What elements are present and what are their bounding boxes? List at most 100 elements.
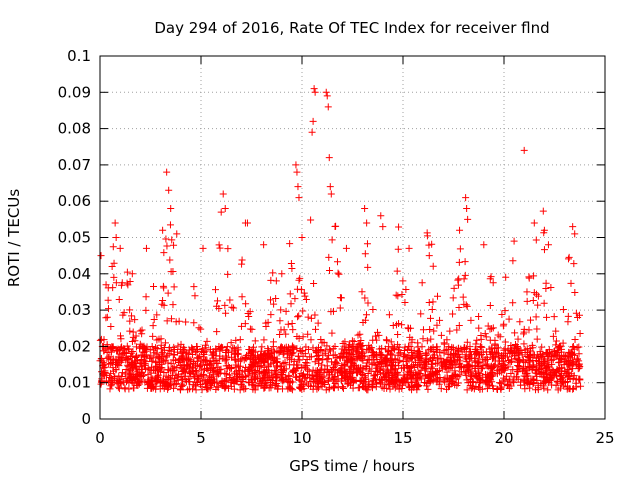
cloud-point (557, 380, 565, 388)
cloud-point (395, 223, 403, 231)
cloud-point (106, 385, 114, 393)
cloud-point (474, 369, 482, 377)
cloud-point (122, 365, 130, 373)
cloud-point (300, 370, 308, 378)
cloud-point (260, 336, 268, 344)
cloud-point (208, 364, 216, 372)
data-point (108, 263, 116, 271)
cloud-point (418, 357, 426, 365)
cloud-point (429, 298, 437, 306)
cloud-point (455, 322, 463, 330)
cloud-point (177, 349, 185, 357)
cloud-point (501, 338, 509, 346)
cloud-point (334, 269, 342, 277)
cloud-point (355, 353, 363, 361)
cloud-point (169, 301, 177, 309)
data-point (97, 252, 105, 260)
cloud-point (473, 350, 481, 358)
cloud-point (499, 377, 507, 385)
cloud-point (222, 309, 230, 317)
data-point (111, 219, 119, 227)
cloud-point (372, 367, 380, 375)
cloud-point (167, 360, 175, 368)
cloud-point (403, 345, 411, 353)
cloud-point (164, 359, 172, 367)
cloud-point (521, 359, 529, 367)
cloud-point (343, 380, 351, 388)
cloud-point (274, 362, 282, 370)
cloud-point (355, 384, 363, 392)
cloud-point (463, 361, 471, 369)
cloud-point (238, 368, 246, 376)
cloud-point (444, 383, 452, 391)
cloud-point (538, 343, 546, 351)
cloud-point (543, 349, 551, 357)
cloud-point (534, 292, 542, 300)
cloud-point (245, 346, 253, 354)
cloud-point (236, 362, 244, 370)
cloud-point (213, 302, 221, 310)
cloud-point (286, 347, 294, 355)
cloud-point (121, 349, 129, 357)
cloud-point (256, 352, 264, 360)
cloud-point (529, 351, 537, 359)
cloud-point (445, 343, 453, 351)
cloud-point (166, 256, 174, 264)
cloud-point (407, 375, 415, 383)
cloud-point (331, 372, 339, 380)
cloud-point (314, 319, 322, 327)
cloud-point (362, 384, 370, 392)
cloud-point (383, 337, 391, 345)
cloud-point (359, 364, 367, 372)
cloud-point (221, 357, 229, 365)
cloud-point (173, 364, 181, 372)
cloud-point (193, 354, 201, 362)
cloud-point (447, 374, 455, 382)
cloud-point (569, 343, 577, 351)
cloud-point (300, 289, 308, 297)
cloud-point (280, 376, 288, 384)
cloud-point (473, 358, 481, 366)
cloud-point (428, 306, 436, 314)
cloud-point (186, 360, 194, 368)
cloud-point (160, 249, 168, 257)
cloud-point (190, 283, 198, 291)
cloud-point (150, 282, 158, 290)
cloud-point (237, 322, 245, 330)
axis-ticks (99, 55, 606, 420)
cloud-point (166, 379, 174, 387)
cloud-point (350, 342, 358, 350)
data-point (322, 88, 330, 96)
cloud-point (553, 346, 561, 354)
cloud-point (413, 376, 421, 384)
cloud-point (173, 373, 181, 381)
cloud-point (575, 357, 583, 365)
cloud-point (515, 362, 523, 370)
cloud-point (262, 319, 270, 327)
cloud-point (376, 366, 384, 374)
cloud-point (533, 335, 541, 343)
cloud-point (548, 381, 556, 389)
data-point (116, 244, 124, 252)
cloud-point (162, 375, 170, 383)
cloud-point (108, 343, 116, 351)
data-point (480, 241, 488, 249)
cloud-point (565, 385, 573, 393)
cloud-point (137, 351, 145, 359)
cloud-point (427, 335, 435, 343)
cloud-point (523, 288, 531, 296)
cloud-point (438, 359, 446, 367)
x-tick-label: 0 (95, 429, 105, 447)
cloud-point (514, 345, 522, 353)
cloud-point (473, 336, 481, 344)
cloud-point (562, 352, 570, 360)
cloud-point (340, 353, 348, 361)
cloud-point (305, 367, 313, 375)
cloud-point (567, 354, 575, 362)
data-point (464, 215, 472, 223)
cloud-point (226, 373, 234, 381)
cloud-point (203, 378, 211, 386)
cloud-point (518, 367, 526, 375)
cloud-point (110, 259, 118, 267)
cloud-point (544, 363, 552, 371)
